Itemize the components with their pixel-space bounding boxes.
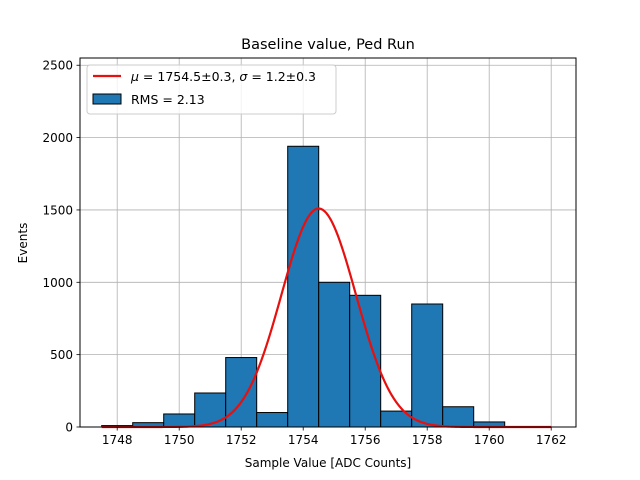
y-tick-label: 2000: [42, 131, 73, 145]
x-tick-label: 1762: [536, 433, 567, 447]
x-tick-label: 1752: [226, 433, 257, 447]
x-tick-label: 1758: [412, 433, 443, 447]
histogram-bar: [256, 412, 289, 428]
y-tick-label: 2500: [42, 59, 73, 73]
y-axis-label: Events: [16, 223, 30, 264]
histogram-bars: [101, 145, 506, 428]
chart-title: Baseline value, Ped Run: [241, 37, 415, 53]
legend-sigma-value: = 1.2±0.3: [247, 69, 316, 84]
x-tick-label: 1754: [288, 433, 319, 447]
legend-mu-symbol: μ: [130, 69, 139, 84]
plot-frame: [79, 57, 577, 428]
x-tick-label: 1750: [164, 433, 195, 447]
legend: μ = 1754.5±0.3, σ = 1.2±0.3 RMS = 2.13: [86, 64, 337, 115]
histogram-bar: [225, 357, 258, 428]
legend-rms-label: RMS = 2.13: [131, 92, 205, 107]
histogram-bar: [411, 303, 444, 428]
y-tick-label: 1500: [42, 203, 73, 217]
histogram-bar: [194, 392, 227, 428]
x-tick-label: 1760: [474, 433, 505, 447]
y-tick-label: 1000: [42, 276, 73, 290]
legend-fit-label: μ = 1754.5±0.3, σ = 1.2±0.3: [130, 69, 316, 84]
histogram-bar: [318, 281, 351, 428]
legend-sigma-symbol: σ: [239, 69, 248, 84]
y-tick-label: 500: [50, 348, 73, 362]
histogram-bar: [287, 145, 320, 428]
y-tick-label: 0: [65, 421, 73, 435]
legend-histogram-swatch: [92, 93, 122, 105]
x-tick-label: 1756: [350, 433, 381, 447]
histogram-bar: [442, 406, 475, 428]
x-axis-ticks: 1748 1750 1752 1754 1756 1758 1760 1762: [102, 427, 567, 447]
y-axis-ticks: 0 500 1000 1500 2000 2500: [42, 59, 80, 435]
legend-mu-value: = 1754.5±0.3,: [139, 69, 239, 84]
x-tick-label: 1748: [102, 433, 133, 447]
histogram-bar: [163, 413, 196, 428]
legend-box: [86, 64, 337, 115]
x-axis-label: Sample Value [ADC Counts]: [245, 456, 411, 470]
